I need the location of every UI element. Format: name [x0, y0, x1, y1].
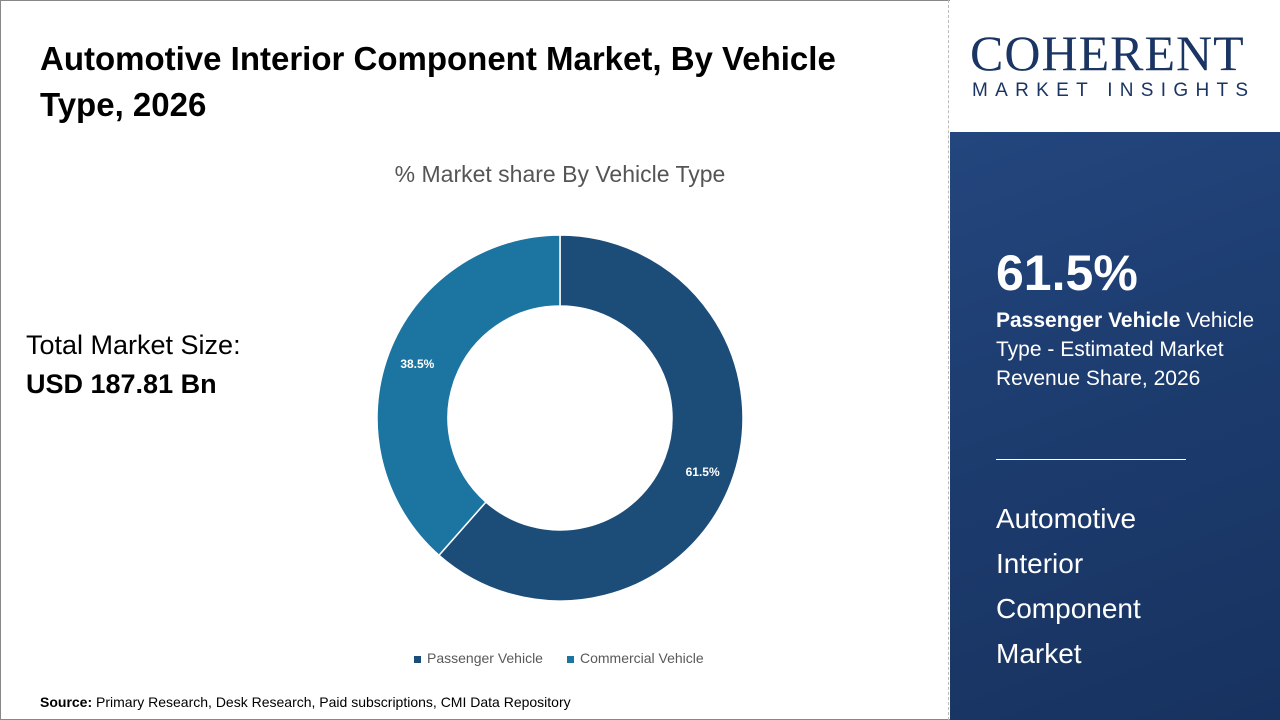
total-value: USD 187.81 Bn: [26, 369, 217, 399]
panel-divider: [996, 459, 1186, 460]
data-label: 61.5%: [686, 465, 720, 479]
total-label: Total Market Size:: [26, 330, 241, 360]
market-name: Automotive Interior Component Market: [996, 503, 1141, 669]
highlight-panel: 61.5% Passenger Vehicle Vehicle Type - E…: [950, 132, 1280, 720]
logo-sub: MARKET INSIGHTS: [972, 80, 1256, 101]
chart-title: % Market share By Vehicle Type: [394, 161, 726, 187]
highlight-description: Passenger Vehicle Vehicle Type - Estimat…: [996, 306, 1266, 393]
logo-main: COHERENT: [970, 25, 1245, 81]
source-label: Source:: [40, 694, 93, 710]
donut-slice-passenger: [437, 234, 744, 602]
donut-chart: 61.5% 38.5%: [376, 234, 744, 602]
legend-item-commercial: Commercial Vehicle: [566, 650, 704, 666]
donut-slice-commercial: [376, 234, 561, 557]
highlight-desc-text: Vehicle Type - Estimated Market Revenue …: [996, 309, 1255, 390]
divider: [948, 0, 949, 720]
total-market-size: Total Market Size: USD 187.81 Bn: [26, 326, 241, 404]
legend-swatch: [414, 655, 421, 663]
source-note: Source: Primary Research, Desk Research,…: [40, 694, 571, 710]
legend: Passenger Vehicle Commercial Vehicle: [414, 650, 704, 666]
legend-item-passenger: Passenger Vehicle: [414, 650, 543, 666]
highlight-segment: Passenger Vehicle: [996, 309, 1181, 332]
legend-swatch: [566, 655, 574, 663]
logo: COHERENT MARKET INSIGHTS: [950, 0, 1280, 132]
source-text: Primary Research, Desk Research, Paid su…: [92, 694, 571, 710]
legend-label: Passenger Vehicle: [427, 650, 543, 666]
data-label: 38.5%: [400, 357, 434, 371]
highlight-percent: 61.5%: [996, 245, 1138, 301]
legend-label: Commercial Vehicle: [579, 650, 704, 666]
page-title: Automotive Interior Component Market, By…: [40, 40, 836, 123]
